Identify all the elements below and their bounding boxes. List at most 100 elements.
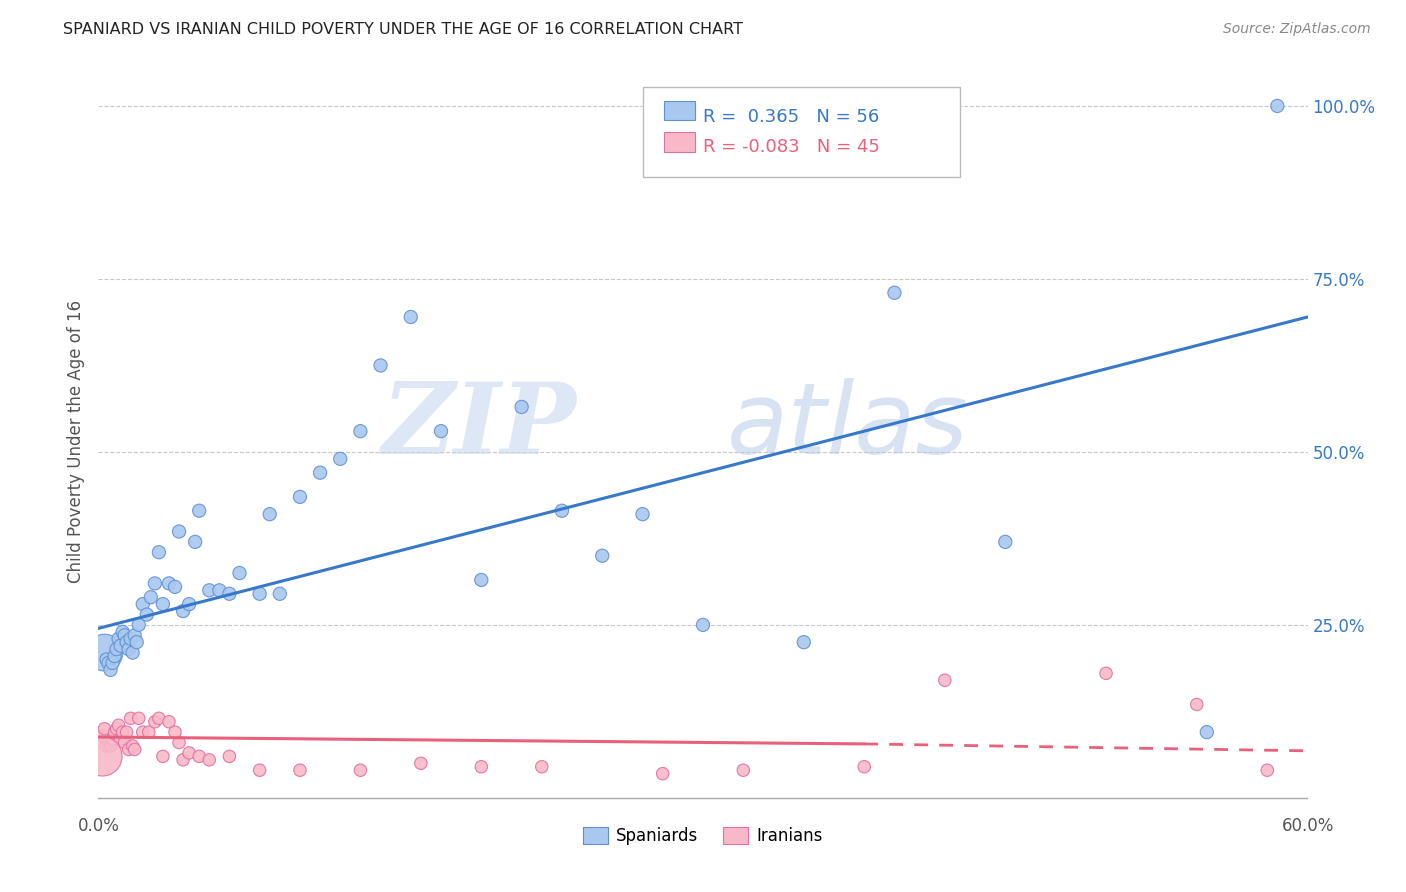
Point: [1195, 725, 1218, 739]
Point: [651, 766, 673, 780]
Point: [329, 451, 352, 466]
Point: [107, 632, 129, 646]
Point: [138, 725, 160, 739]
Y-axis label: Child Poverty Under the Age of 16: Child Poverty Under the Age of 16: [66, 300, 84, 583]
Point: [208, 583, 231, 598]
Point: [179, 597, 201, 611]
Point: [157, 576, 180, 591]
Point: [103, 648, 125, 663]
Point: [114, 735, 136, 749]
Point: [105, 722, 128, 736]
Point: [510, 400, 533, 414]
Point: [132, 597, 155, 611]
Point: [249, 763, 271, 777]
Point: [125, 635, 148, 649]
Point: [135, 607, 157, 622]
Point: [269, 587, 291, 601]
Point: [349, 424, 371, 438]
Point: [111, 624, 134, 639]
Point: [1185, 698, 1208, 712]
Point: [399, 310, 422, 324]
Point: [994, 534, 1017, 549]
Point: [631, 507, 654, 521]
Point: [198, 753, 221, 767]
Point: [1256, 763, 1278, 777]
Text: atlas: atlas: [727, 378, 969, 475]
Point: [551, 504, 574, 518]
Point: [148, 545, 170, 559]
Point: [249, 587, 271, 601]
Point: [188, 749, 211, 764]
Point: [184, 534, 207, 549]
Point: [101, 732, 124, 747]
Point: [167, 524, 190, 539]
Point: [172, 753, 194, 767]
Point: [115, 635, 138, 649]
Point: [100, 663, 122, 677]
Point: [157, 714, 180, 729]
Text: ZIP: ZIP: [381, 378, 576, 475]
Point: [91, 729, 114, 743]
Point: [883, 285, 905, 300]
Point: [349, 763, 371, 777]
Point: [934, 673, 956, 688]
Point: [733, 763, 755, 777]
Point: [110, 639, 132, 653]
Point: [132, 725, 155, 739]
Point: [143, 714, 166, 729]
Point: [309, 466, 332, 480]
Point: [1095, 666, 1118, 681]
Point: [692, 618, 714, 632]
Point: [591, 549, 613, 563]
Point: [470, 573, 492, 587]
Point: [105, 642, 128, 657]
Point: [163, 580, 186, 594]
Point: [121, 646, 143, 660]
Point: [172, 604, 194, 618]
Point: [853, 760, 876, 774]
Point: [120, 632, 142, 646]
Point: [152, 597, 174, 611]
Point: [470, 760, 492, 774]
Point: [1267, 99, 1289, 113]
Point: [530, 760, 553, 774]
Point: [167, 735, 190, 749]
Point: [120, 711, 142, 725]
Point: [188, 504, 211, 518]
Point: [97, 656, 120, 670]
Point: [143, 576, 166, 591]
Point: [370, 359, 392, 373]
Point: [409, 756, 432, 771]
Point: [288, 490, 311, 504]
Point: [107, 718, 129, 732]
Point: [121, 739, 143, 753]
Point: [228, 566, 250, 580]
Point: [288, 763, 311, 777]
Point: [128, 711, 150, 725]
Point: [218, 749, 240, 764]
Point: [179, 746, 201, 760]
Point: [124, 742, 146, 756]
Point: [118, 642, 141, 657]
Point: [218, 587, 240, 601]
Point: [148, 711, 170, 725]
Point: [118, 742, 141, 756]
Point: [793, 635, 815, 649]
Point: [430, 424, 453, 438]
Text: R = -0.083   N = 45: R = -0.083 N = 45: [703, 138, 880, 156]
Point: [163, 725, 186, 739]
Text: Source: ZipAtlas.com: Source: ZipAtlas.com: [1223, 22, 1371, 37]
Point: [93, 646, 115, 660]
Text: R =  0.365   N = 56: R = 0.365 N = 56: [703, 108, 879, 126]
Point: [128, 618, 150, 632]
Legend: Spaniards, Iranians: Spaniards, Iranians: [576, 820, 830, 852]
Point: [96, 652, 118, 666]
Point: [97, 735, 120, 749]
Point: [139, 591, 162, 605]
Point: [111, 725, 134, 739]
Point: [114, 628, 136, 642]
Point: [124, 628, 146, 642]
Point: [110, 732, 132, 747]
Point: [93, 722, 115, 736]
Point: [259, 507, 281, 521]
